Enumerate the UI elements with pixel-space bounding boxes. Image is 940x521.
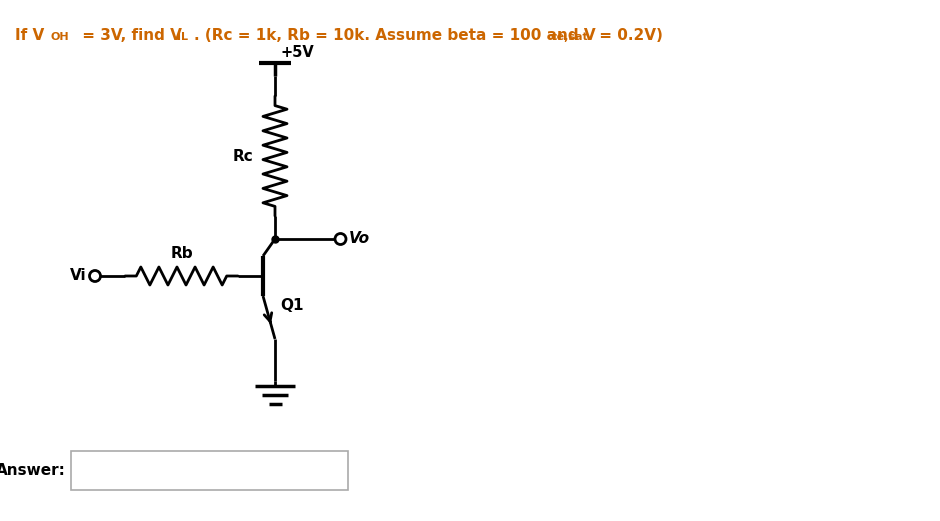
- Text: Answer:: Answer:: [0, 463, 66, 478]
- Text: +5V: +5V: [280, 45, 314, 60]
- Text: Rb: Rb: [170, 246, 193, 261]
- Text: If V: If V: [15, 28, 44, 43]
- Text: IL: IL: [177, 32, 188, 42]
- Text: Vi: Vi: [70, 268, 87, 283]
- Text: = 0.2V): = 0.2V): [594, 28, 663, 43]
- Text: OH: OH: [51, 32, 70, 42]
- Text: Rc: Rc: [232, 148, 253, 164]
- Text: . (Rc = 1k, Rb = 10k. Assume beta = 100 and V: . (Rc = 1k, Rb = 10k. Assume beta = 100 …: [194, 28, 595, 43]
- Text: Vo: Vo: [349, 230, 370, 245]
- Text: Q1: Q1: [280, 298, 304, 313]
- Text: ce,sat: ce,sat: [551, 32, 588, 42]
- Text: = 3V, find V: = 3V, find V: [77, 28, 182, 43]
